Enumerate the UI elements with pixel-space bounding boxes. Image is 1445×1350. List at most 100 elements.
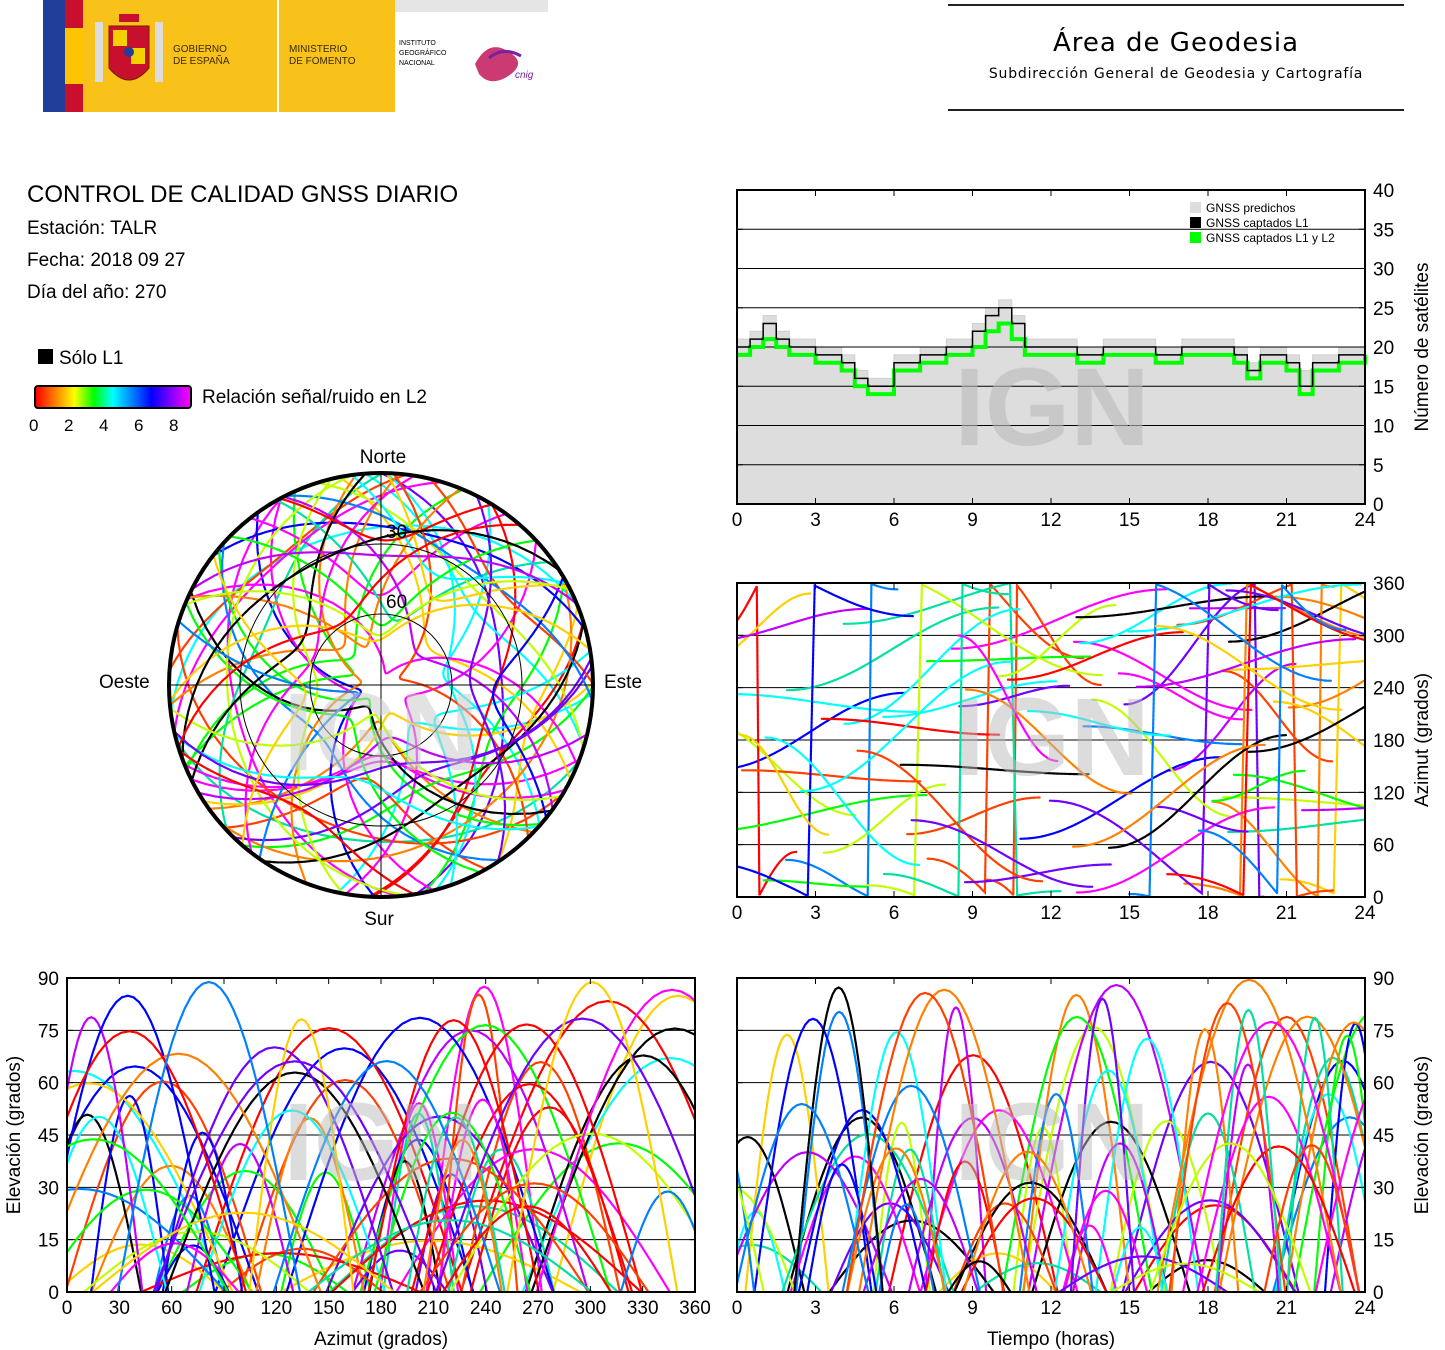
coat-of-arms-icon xyxy=(95,14,163,82)
azimuth-satellite-track xyxy=(784,583,899,897)
azimuth-satellite-track xyxy=(820,717,1001,736)
elevation-azimuth-track xyxy=(67,1069,227,1292)
elevation-azimuth-track xyxy=(619,1190,695,1292)
elevation-azimuth-track xyxy=(272,1059,501,1292)
elevation-azimuth-track xyxy=(91,1211,395,1292)
x-tick-label: 21 xyxy=(1276,903,1297,924)
skyplot-satellite-track xyxy=(316,481,585,751)
y-tick-label: 15 xyxy=(1373,377,1394,398)
elevation-azimuth-track xyxy=(89,1094,170,1292)
cnig-label: cnig xyxy=(515,70,534,81)
elevation-azimuth-track xyxy=(164,1071,426,1292)
skyplot-satellite-track xyxy=(181,528,561,761)
x-tick-label: 3 xyxy=(810,903,821,924)
skyplot-satellite-track xyxy=(178,749,416,896)
elevation-azimuth-track xyxy=(379,1102,460,1292)
skyplot-satellite-track xyxy=(186,583,579,767)
ign-panel: INSTITUTO GEOGRÁFICO NACIONAL cnig xyxy=(395,0,548,112)
ign-label-2: GEOGRÁFICO xyxy=(399,50,447,57)
elevation-azimuth-track xyxy=(422,1138,503,1292)
x-tick-label: 0 xyxy=(732,1298,743,1319)
x-tick-label: 300 xyxy=(574,1298,606,1319)
skyplot-satellite-track xyxy=(176,625,565,845)
azimuth-satellite-track xyxy=(737,585,798,896)
skyplot-satellite-track xyxy=(442,500,541,827)
elevation-time-track xyxy=(1156,978,1342,1292)
elevation-azimuth-track xyxy=(367,1019,540,1292)
x-tick-label: 0 xyxy=(732,510,743,531)
snr-label: Relación señal/ruido en L2 xyxy=(202,387,427,408)
azimuth-satellite-track xyxy=(1222,669,1334,763)
azimuth-satellite-track xyxy=(843,607,1021,725)
elevation-azimuth-track xyxy=(506,980,679,1292)
azimuth-satellite-track xyxy=(906,796,1041,836)
elevation-azimuth-track xyxy=(152,1060,438,1292)
elevation-time-track xyxy=(1271,1116,1365,1292)
day-of-year-label: Día del año: 270 xyxy=(27,282,167,303)
y-axis-label: Elevación (grados) xyxy=(1412,1056,1433,1214)
elevation-azimuth-track xyxy=(161,1131,244,1292)
y-tick-label: 30 xyxy=(38,1178,59,1199)
y-axis-label: Número de satélites xyxy=(1412,263,1433,432)
elevation-azimuth-track xyxy=(90,1164,252,1292)
skyplot-satellite-track xyxy=(212,554,307,847)
x-tick-label: 12 xyxy=(1040,1298,1061,1319)
elevation-time-track xyxy=(789,1155,921,1292)
elevation-azimuth-track xyxy=(425,985,543,1292)
elevation-time-track xyxy=(737,1102,870,1292)
snr-tick: 4 xyxy=(99,416,109,435)
x-tick-label: 330 xyxy=(627,1298,659,1319)
ministerio-label-1: MINISTERIO xyxy=(289,44,348,55)
elevation-time-track xyxy=(1313,1034,1365,1292)
legend-swatch xyxy=(1190,232,1201,243)
chart-watermark: IGN xyxy=(954,676,1150,799)
elevation-azimuth-track xyxy=(530,1027,695,1292)
azimuth-satellite-track xyxy=(957,634,1059,763)
azimuth-satellite-track xyxy=(1072,640,1253,711)
elevation-time-track xyxy=(1314,1096,1365,1292)
y-tick-label: 360 xyxy=(1373,574,1405,595)
skyplot-satellite-track xyxy=(255,511,376,897)
elevation-azimuth-track xyxy=(362,1138,474,1292)
legend-label: GNSS captados L1 xyxy=(1206,216,1309,230)
azimuth-satellite-track xyxy=(1176,583,1335,897)
skyplot-satellite-track xyxy=(169,603,592,702)
skyplot-satellite-track xyxy=(183,580,572,637)
skyplot-east-label: Este xyxy=(604,672,642,693)
elevation-azimuth-track xyxy=(307,1219,593,1292)
x-tick-label: 210 xyxy=(417,1298,449,1319)
elevation-azimuth-track xyxy=(116,980,301,1292)
elevation-azimuth-track xyxy=(442,1205,613,1292)
skyplot-satellite-track xyxy=(217,547,543,827)
elevation-time-track xyxy=(1109,1119,1224,1292)
azimuth-satellite-track xyxy=(740,769,922,783)
skyplot-satellite-track xyxy=(492,575,565,819)
legend-label: GNSS predichos xyxy=(1206,201,1295,215)
azimuth-satellite-track xyxy=(1300,806,1365,812)
skyplot-north-label: Norte xyxy=(360,447,406,468)
elevation-time-track xyxy=(1022,993,1131,1292)
elevation-time-track xyxy=(1061,1224,1118,1292)
y-tick-label: 15 xyxy=(38,1231,59,1252)
elevation-time-track xyxy=(862,1177,980,1292)
azimuth-satellite-track xyxy=(1247,705,1365,753)
elevation-time-track xyxy=(872,1121,931,1292)
azimuth-satellite-track xyxy=(1090,698,1236,818)
elevation-time-track xyxy=(960,1197,1108,1292)
x-tick-label: 24 xyxy=(1354,903,1376,924)
y-tick-label: 0 xyxy=(1373,888,1384,909)
y-tick-label: 40 xyxy=(1373,181,1394,202)
azimuth-satellite-track xyxy=(1075,806,1276,894)
skyplot-satellite-track xyxy=(370,503,517,897)
snr-colorbar xyxy=(34,385,192,409)
skyplot-satellite-track xyxy=(177,523,521,749)
snr-tick: 0 xyxy=(29,416,39,435)
skyplot-horizon xyxy=(167,471,595,899)
elevation-azimuth-track xyxy=(67,994,216,1292)
cnig-logo-icon xyxy=(475,47,522,82)
elevation-azimuth-track xyxy=(67,1187,227,1292)
elevation-time-track xyxy=(737,1187,797,1292)
azimuth-satellite-track xyxy=(1197,583,1347,897)
azimuth-satellite-track xyxy=(1107,734,1288,849)
elevation-azimuth-track xyxy=(67,1188,254,1292)
